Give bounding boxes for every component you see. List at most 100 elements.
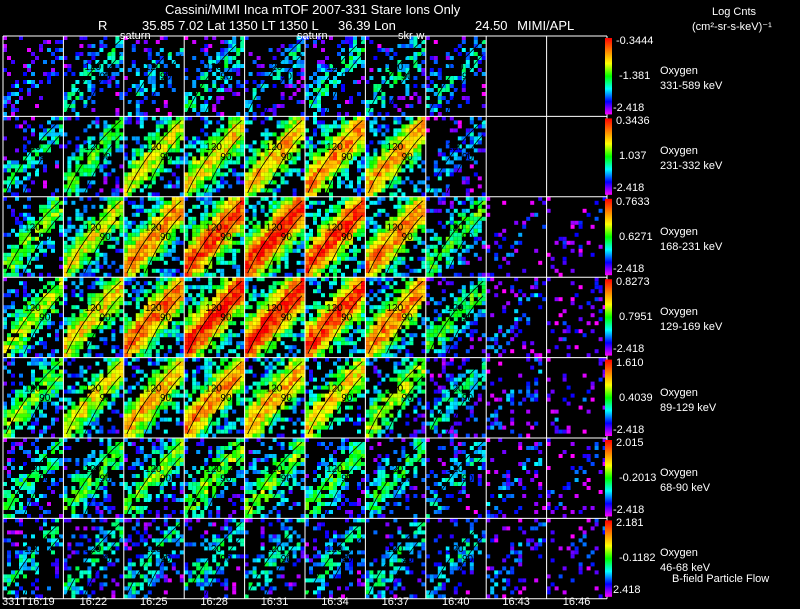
pixel (208, 349, 213, 354)
pixel (3, 349, 7, 354)
pixel (27, 88, 31, 92)
pixel (15, 329, 19, 334)
pixel (288, 136, 293, 141)
pixel (292, 240, 297, 245)
pixel (119, 297, 124, 302)
pixel (264, 132, 269, 137)
pixel (103, 212, 108, 217)
pixel (115, 176, 120, 181)
pixel (107, 236, 112, 241)
pixel (305, 268, 309, 273)
pixel (389, 56, 394, 60)
pixel (95, 240, 100, 245)
pixel (309, 260, 313, 265)
pixel (216, 156, 221, 161)
pixel (27, 188, 31, 193)
pixel (256, 268, 261, 273)
pixel (377, 180, 382, 185)
contour-line (186, 120, 242, 193)
pixel (91, 156, 96, 161)
pixel (421, 208, 426, 213)
pixel (7, 188, 11, 193)
pixel (19, 333, 23, 338)
pixel (43, 164, 47, 169)
pixel (413, 196, 418, 201)
pixel (300, 268, 305, 273)
pixel (55, 40, 59, 44)
pixel (15, 272, 19, 277)
pixel (413, 76, 418, 80)
contour-label: 120 (326, 223, 343, 234)
pixel (79, 325, 84, 330)
pixel (389, 196, 394, 201)
pixel (200, 337, 205, 342)
pixel (71, 345, 76, 350)
pixel (465, 196, 470, 201)
pixel (317, 184, 321, 189)
pixel (341, 196, 345, 201)
pixel (345, 212, 349, 217)
pixel (256, 305, 261, 310)
pixel (562, 236, 567, 241)
pixel (11, 164, 15, 169)
pixel (381, 132, 386, 137)
pixel (272, 148, 277, 153)
pixel (35, 309, 39, 314)
pixel (300, 200, 305, 205)
pixel (75, 240, 80, 245)
pixel (397, 208, 402, 213)
pixel (288, 44, 293, 48)
pixel (167, 144, 172, 149)
pixel (397, 136, 402, 141)
pixel (397, 176, 402, 181)
pixel (63, 349, 68, 354)
pixel (212, 313, 217, 318)
pixel (99, 277, 104, 282)
pixel (151, 208, 156, 213)
contour-label: 120 (85, 223, 102, 234)
pixel (167, 252, 172, 257)
pixel (15, 341, 19, 346)
pixel (67, 140, 72, 145)
pixel (119, 40, 124, 44)
pixel (405, 76, 410, 80)
pixel (216, 216, 221, 221)
pixel (91, 305, 96, 310)
pixel (337, 240, 341, 245)
pixel (91, 144, 96, 149)
pixel (321, 232, 325, 237)
pixel (248, 248, 253, 253)
pixel (284, 128, 289, 133)
pixel (63, 329, 68, 334)
pixel (220, 289, 225, 294)
pixel (236, 281, 241, 286)
pixel (43, 148, 47, 153)
pixel (151, 317, 156, 322)
pixel (329, 168, 333, 173)
pixel (151, 293, 156, 298)
pixel (111, 337, 116, 342)
pixel (276, 220, 281, 225)
pixel (276, 293, 281, 298)
pixel (321, 164, 325, 169)
pixel (272, 180, 277, 185)
pixel (449, 240, 454, 245)
pixel (75, 164, 80, 169)
pixel (329, 244, 333, 249)
contour-label: 90 (100, 71, 112, 82)
pixel (433, 108, 438, 112)
contour-label: 120 (145, 142, 162, 153)
pixel (385, 256, 390, 261)
pixel (103, 124, 108, 129)
pixel (83, 321, 88, 326)
pixel (87, 325, 92, 330)
pixel (389, 164, 394, 169)
pixel (119, 92, 124, 96)
pixel (369, 188, 374, 193)
pixel (220, 40, 225, 44)
pixel (31, 160, 35, 165)
pixel (119, 325, 124, 330)
pixel (220, 128, 225, 133)
pixel (385, 176, 390, 181)
